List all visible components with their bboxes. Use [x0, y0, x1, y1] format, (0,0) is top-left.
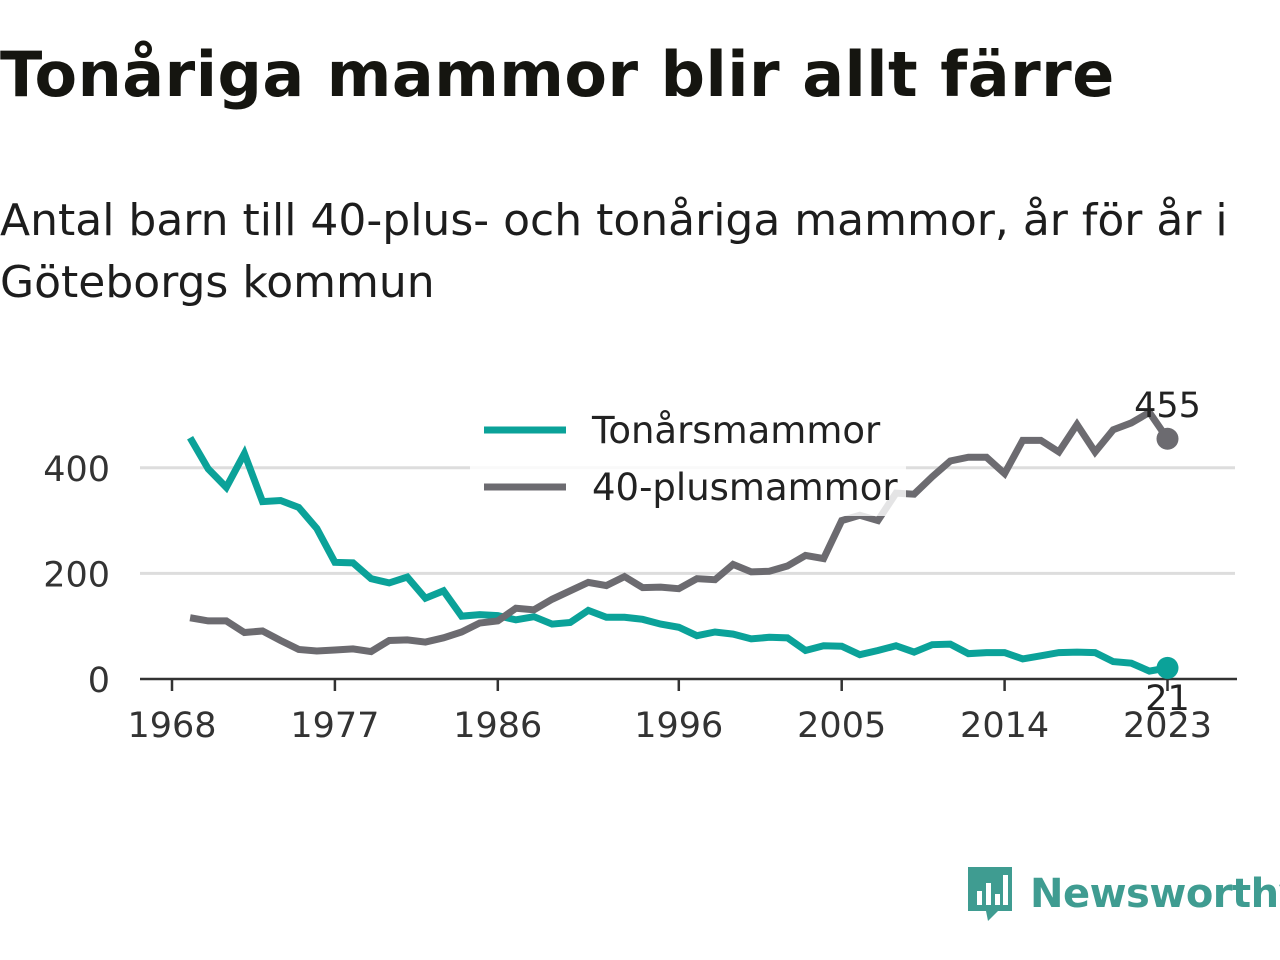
x-tick-label: 1996 [634, 706, 723, 746]
legend-label-40-plusmammor: 40-plusmammor [592, 466, 898, 509]
x-tick-label: 2023 [1123, 706, 1212, 746]
end-markers: 21 455 [1134, 386, 1201, 719]
chart-subtitle: Antal barn till 40-plus- och tonåriga ma… [0, 195, 1228, 308]
end-marker-tonarsmammor [1156, 656, 1179, 679]
newsworthy-logo: Newsworthy [964, 862, 1280, 926]
end-marker-40-plusmammor [1156, 427, 1179, 450]
x-tick-label: 1968 [127, 706, 216, 746]
chart-title: Tonåriga mammor blir allt färre [0, 38, 1115, 111]
x-tick-label: 2005 [797, 706, 886, 746]
y-tick-label: 200 [43, 555, 110, 595]
y-tick-label: 400 [43, 450, 110, 490]
legend-background [470, 404, 906, 516]
end-label-tonarsmammor: 21 [1145, 679, 1190, 719]
y-tick-label: 0 [88, 661, 110, 701]
x-axis: 1968 1977 1986 1996 2005 2014 2023 [127, 677, 1237, 746]
x-tick-label: 1986 [453, 706, 542, 746]
series-line-40-plusmammor [189, 407, 1171, 656]
newsworthy-logo-icon [968, 867, 1012, 921]
legend: Tonårsmammor 40-plusmammor [470, 404, 906, 516]
legend-label-tonarsmammor: Tonårsmammor [591, 409, 881, 452]
x-tick-label: 2014 [960, 706, 1049, 746]
y-axis: 0 200 400 [43, 450, 110, 701]
brand-name: Newsworthy [1030, 871, 1280, 917]
end-label-40-plusmammor: 455 [1134, 386, 1201, 426]
series-lines [187, 407, 1171, 675]
series-line-tonarsmammor [187, 435, 1169, 675]
x-tick-label: 1977 [290, 706, 379, 746]
